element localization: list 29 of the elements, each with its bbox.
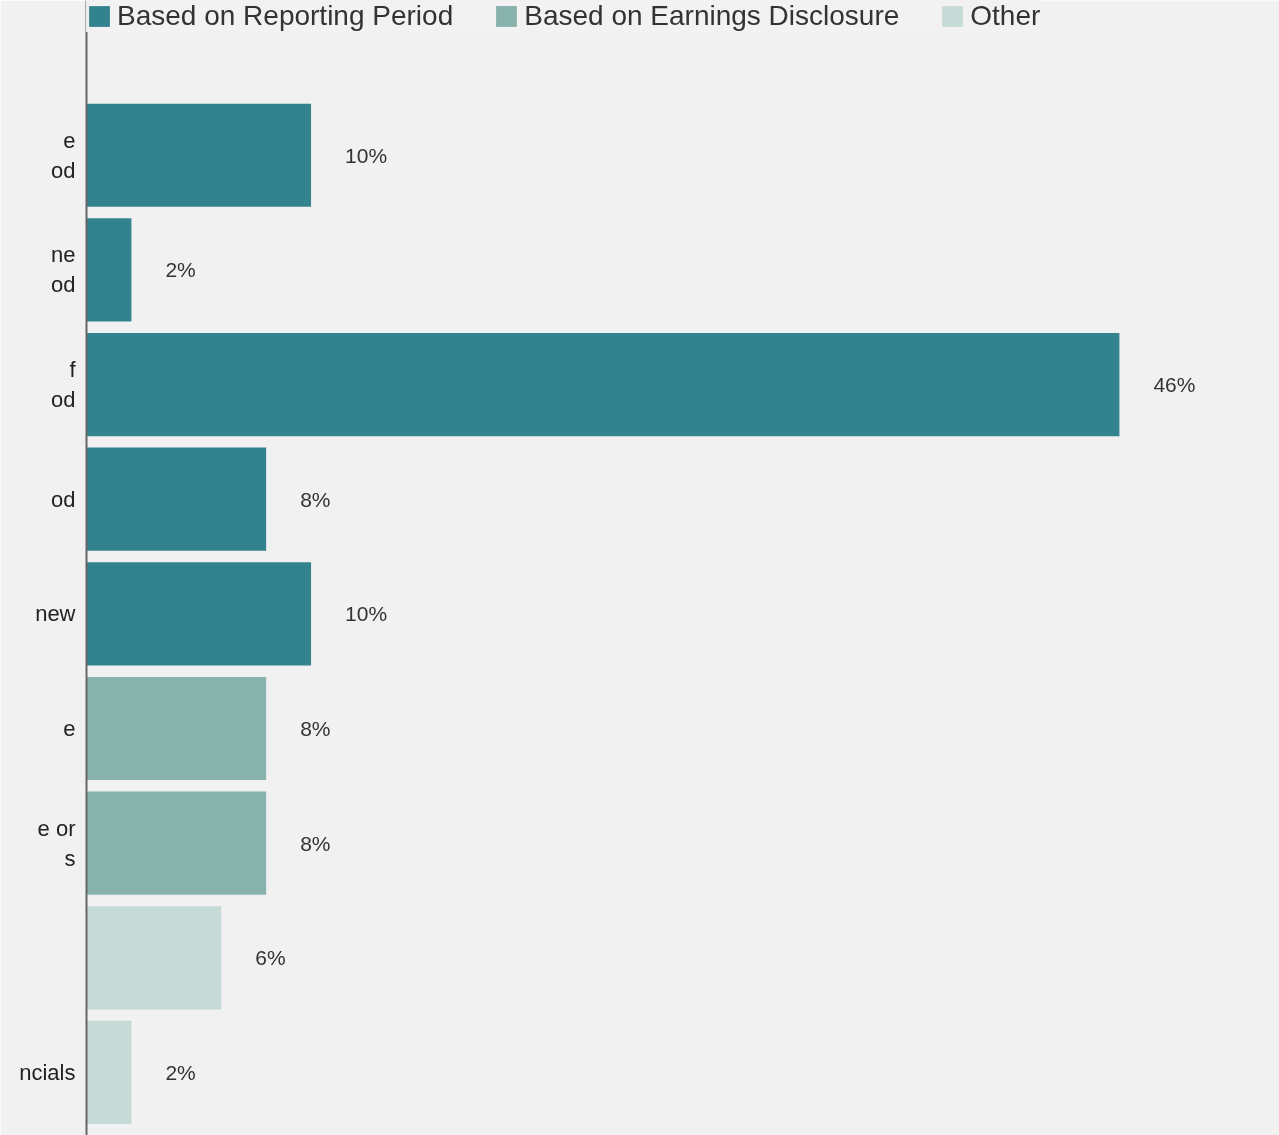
data-label: 2% — [165, 258, 196, 282]
y-tick-label: ncials — [19, 1059, 76, 1085]
y-tick-label: ne od — [51, 242, 76, 298]
data-label: 8% — [300, 717, 331, 741]
legend-label: Other — [970, 0, 1041, 32]
data-label: 2% — [165, 1060, 196, 1084]
bar — [86, 906, 222, 1010]
bar — [86, 791, 267, 895]
y-tick-label: e or s — [37, 815, 76, 871]
y-tick-label: od — [51, 486, 76, 512]
y-tick-label: new — [35, 601, 76, 627]
data-label: 10% — [345, 143, 388, 167]
data-label: 6% — [255, 946, 286, 970]
bar — [86, 103, 312, 207]
y-tick-label: e od — [51, 127, 76, 183]
bar — [86, 1020, 132, 1125]
data-label: 10% — [345, 602, 388, 626]
bar — [86, 332, 1120, 437]
bar — [86, 562, 312, 666]
y-tick-label: f od — [51, 357, 77, 413]
bar — [86, 218, 132, 322]
bar — [86, 676, 267, 781]
legend-label: Based on Earnings Disclosure — [524, 0, 900, 32]
data-label: 8% — [300, 487, 331, 511]
bar — [86, 447, 267, 551]
y-tick-label: e — [63, 716, 76, 742]
data-label: 46% — [1153, 373, 1196, 397]
legend-label: Based on Reporting Period — [117, 0, 454, 32]
data-label: 8% — [300, 831, 331, 855]
